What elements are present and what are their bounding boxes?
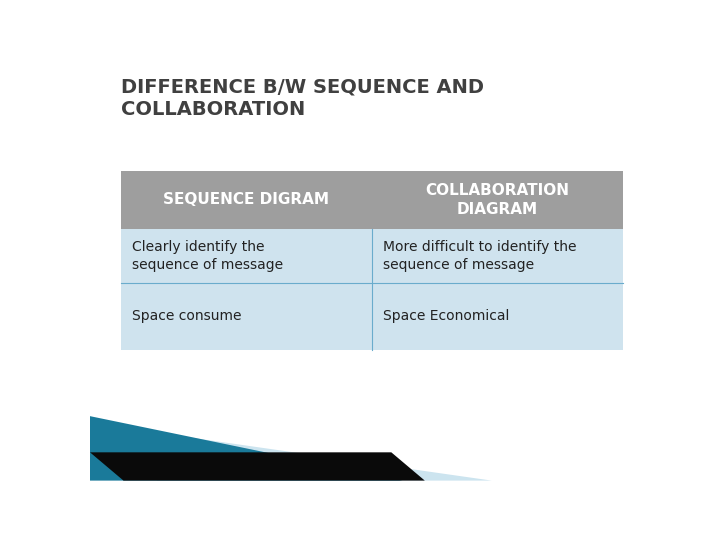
Bar	[372, 229, 623, 283]
Text: SEQUENCE DIGRAM: SEQUENCE DIGRAM	[163, 192, 329, 207]
Polygon shape	[157, 433, 492, 481]
Text: More difficult to identify the
sequence of message: More difficult to identify the sequence …	[383, 240, 577, 272]
Bar	[121, 171, 372, 229]
Polygon shape	[90, 416, 402, 481]
Bar	[121, 229, 372, 283]
Polygon shape	[90, 453, 425, 481]
Bar	[121, 283, 372, 349]
Text: Clearly identify the
sequence of message: Clearly identify the sequence of message	[132, 240, 283, 272]
Text: Space consume: Space consume	[132, 309, 241, 323]
Bar	[372, 171, 623, 229]
Bar	[372, 283, 623, 349]
Text: Space Economical: Space Economical	[383, 309, 509, 323]
Text: COLLABORATION
DIAGRAM: COLLABORATION DIAGRAM	[426, 183, 570, 217]
Text: DIFFERENCE B/W SEQUENCE AND
COLLABORATION: DIFFERENCE B/W SEQUENCE AND COLLABORATIO…	[121, 77, 484, 119]
